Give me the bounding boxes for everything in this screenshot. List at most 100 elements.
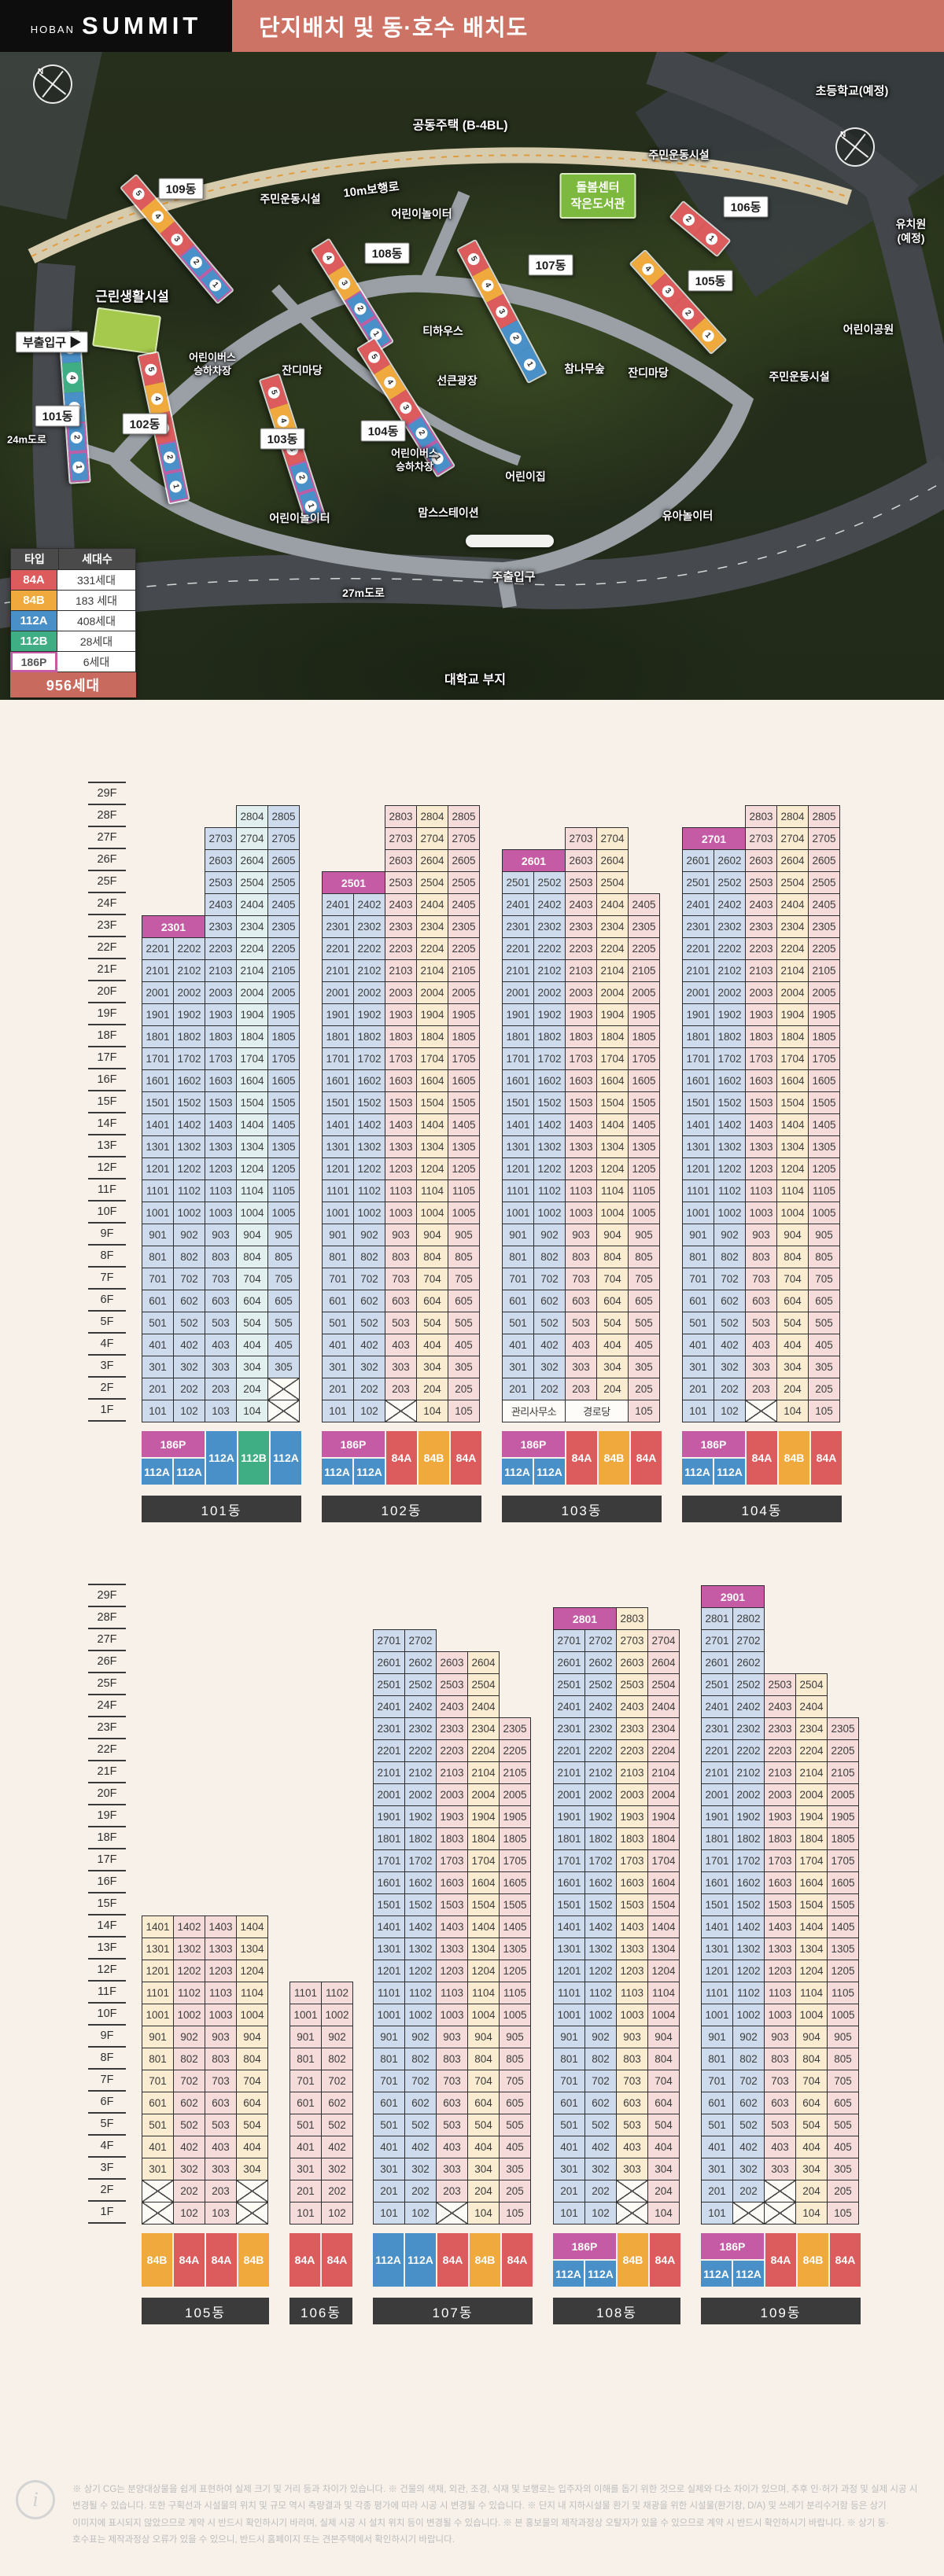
unit-cell: 2001	[373, 1783, 405, 1806]
floor-row: 1801 1802 1803 1804 1805	[142, 1025, 301, 1048]
unit-cell: 905	[808, 1224, 840, 1246]
unit-cell: 403	[745, 1334, 777, 1356]
floor-row: 2101 2102 2103 2104 2105	[502, 959, 662, 982]
unit-cell: 2604	[467, 1651, 500, 1674]
unit-cell: 203	[205, 1378, 237, 1400]
unit-cell: 1701	[502, 1047, 534, 1070]
type-footer: 186P 112A 112A 84B 84A	[553, 2233, 680, 2287]
unit-cell: 2602	[714, 849, 746, 872]
crossed-out-cell	[267, 1378, 300, 1400]
floor-row: 2101 2102 2103 2104	[553, 1761, 680, 1784]
unit-cell: 2303	[205, 915, 237, 938]
unit-cell: 402	[584, 2136, 617, 2158]
unit-cell: 301	[502, 1356, 534, 1378]
unit-cell: 1503	[764, 1893, 796, 1916]
floor-row: 2701 2703 2704 2705	[682, 827, 842, 850]
unit-cell: 1903	[616, 1805, 648, 1828]
unit-cell: 1005	[628, 1202, 660, 1224]
floor-row: 2301 2302 2303 2304 2305	[701, 1717, 861, 1740]
unit-cell: 2001	[553, 1783, 585, 1806]
unit-cell: 1701	[701, 1849, 733, 1872]
floor-row: 관리사무소 경로당 105	[502, 1400, 662, 1422]
unit-cell: 2501	[373, 1673, 405, 1696]
building-name-bar: 108동	[553, 2298, 680, 2324]
type-footer: 84A 84A	[289, 2233, 352, 2287]
unit-cell: 102	[353, 1400, 385, 1422]
unit-cell: 2205	[267, 937, 300, 960]
unit-cell: 1704	[647, 1849, 680, 1872]
floor-row: 301 302 303 304	[142, 2158, 269, 2180]
unit-cell: 1002	[321, 2004, 353, 2026]
floor-row: 2701 2702	[373, 1629, 533, 1652]
unit-cell: 1305	[808, 1135, 840, 1158]
unit-cell: 402	[732, 2136, 765, 2158]
unit-cell: 601	[553, 2092, 585, 2114]
building-name-bar: 106동	[289, 2298, 352, 2324]
unit-cell: 401	[502, 1334, 534, 1356]
unit-cell: 105	[499, 2202, 531, 2225]
unit-cell: 1604	[647, 1871, 680, 1894]
unit-cell: 1804	[647, 1827, 680, 1850]
unit-cell: 503	[205, 2114, 237, 2136]
crossed-out-cell	[236, 2202, 268, 2225]
floor-row: 1401 1402 1403 1404 1405	[373, 1915, 533, 1938]
unit-cell: 802	[173, 1246, 205, 1268]
building-name-bar: 104동	[682, 1496, 842, 1522]
unit-cell: 1004	[647, 2004, 680, 2026]
unit-cell: 2302	[732, 1717, 765, 1740]
floor-row: 2703 2704 2705	[322, 827, 481, 850]
unit-cell: 1304	[795, 1938, 828, 1960]
unit-cell: 1702	[353, 1047, 385, 1070]
unit-cell: 105	[628, 1400, 660, 1422]
unit-cell: 2602	[732, 1651, 765, 1674]
floor-row: 1301 1302 1303 1304 1305	[701, 1938, 861, 1960]
floor-axis: 29F 28F 27F 26F 25F 24F 23F 22F 21F 20F 19F 18F 17F 1…	[88, 1584, 126, 2224]
footer-type-112A: 112A	[714, 1459, 745, 1485]
disclaimer-text: ※ 상기 CG는 분양대상물을 쉽게 표현하여 실제 크기 및 거리 등과 차이…	[72, 2485, 918, 2545]
floor-label: 7F	[88, 2070, 126, 2092]
unit-cell: 1401	[373, 1915, 405, 1938]
unit-cell: 2503	[616, 1673, 648, 1696]
unit-cell: 1302	[732, 1938, 765, 1960]
unit-cell: 1504	[776, 1091, 809, 1114]
unit-cell: 1701	[142, 1047, 174, 1070]
floor-row: 401 402 403 404 405	[502, 1334, 662, 1356]
floor-label: 16F	[88, 1871, 126, 1893]
unit-cell: 2101	[553, 1761, 585, 1784]
unit-cell: 2701	[373, 1629, 405, 1652]
footer-type-112A: 112A	[206, 1431, 237, 1485]
unit-cell: 2305	[448, 915, 480, 938]
unit-cell: 301	[142, 2158, 174, 2180]
unit-cell: 2304	[236, 915, 268, 938]
unit-cell: 2404	[596, 893, 629, 916]
unit-cell: 202	[173, 2180, 205, 2202]
footer-type-112A: 112A	[322, 1459, 352, 1485]
unit-cell: 2003	[565, 981, 597, 1004]
unit-cell: 403	[764, 2136, 796, 2158]
floor-row: 2501 2502 2503 2504 2505	[682, 871, 842, 894]
unit-cell: 2403	[764, 1695, 796, 1718]
floor-row: 1601 1602 1603 1604 1605	[682, 1069, 842, 1092]
unit-cell: 2402	[404, 1695, 437, 1718]
crossed-out-cell	[267, 1400, 300, 1422]
unit-cell: 201	[682, 1378, 714, 1400]
unit-cell: 1402	[732, 1915, 765, 1938]
unit-cell: 1904	[776, 1003, 809, 1026]
unit-cell: 501	[373, 2114, 405, 2136]
unit-cell: 2204	[776, 937, 809, 960]
unit-cell: 502	[714, 1312, 746, 1334]
unit-cell: 1003	[205, 1202, 237, 1224]
unit-cell: 102	[584, 2202, 617, 2225]
unit-grid-section-lower: 29F 28F 27F 26F 25F 24F 23F 22F 21F 20F 19F 18F 17F 1…	[0, 1584, 944, 2324]
building-104동: 2803 2804 2805 2701 2703 2704 2705 2601 2602 2603…	[682, 805, 842, 1522]
unit-cell: 1904	[596, 1003, 629, 1026]
footer-type-84A: 84A	[386, 1431, 417, 1485]
unit-cell: 1304	[776, 1135, 809, 1158]
floor-row: 1201 1202 1203 1204	[553, 1960, 680, 1982]
unit-cell: 2605	[808, 849, 840, 872]
unit-cell: 401	[682, 1334, 714, 1356]
unit-cell: 501	[682, 1312, 714, 1334]
unit-cell: 1303	[764, 1938, 796, 1960]
footer-type-84B: 84B	[142, 2233, 172, 2287]
